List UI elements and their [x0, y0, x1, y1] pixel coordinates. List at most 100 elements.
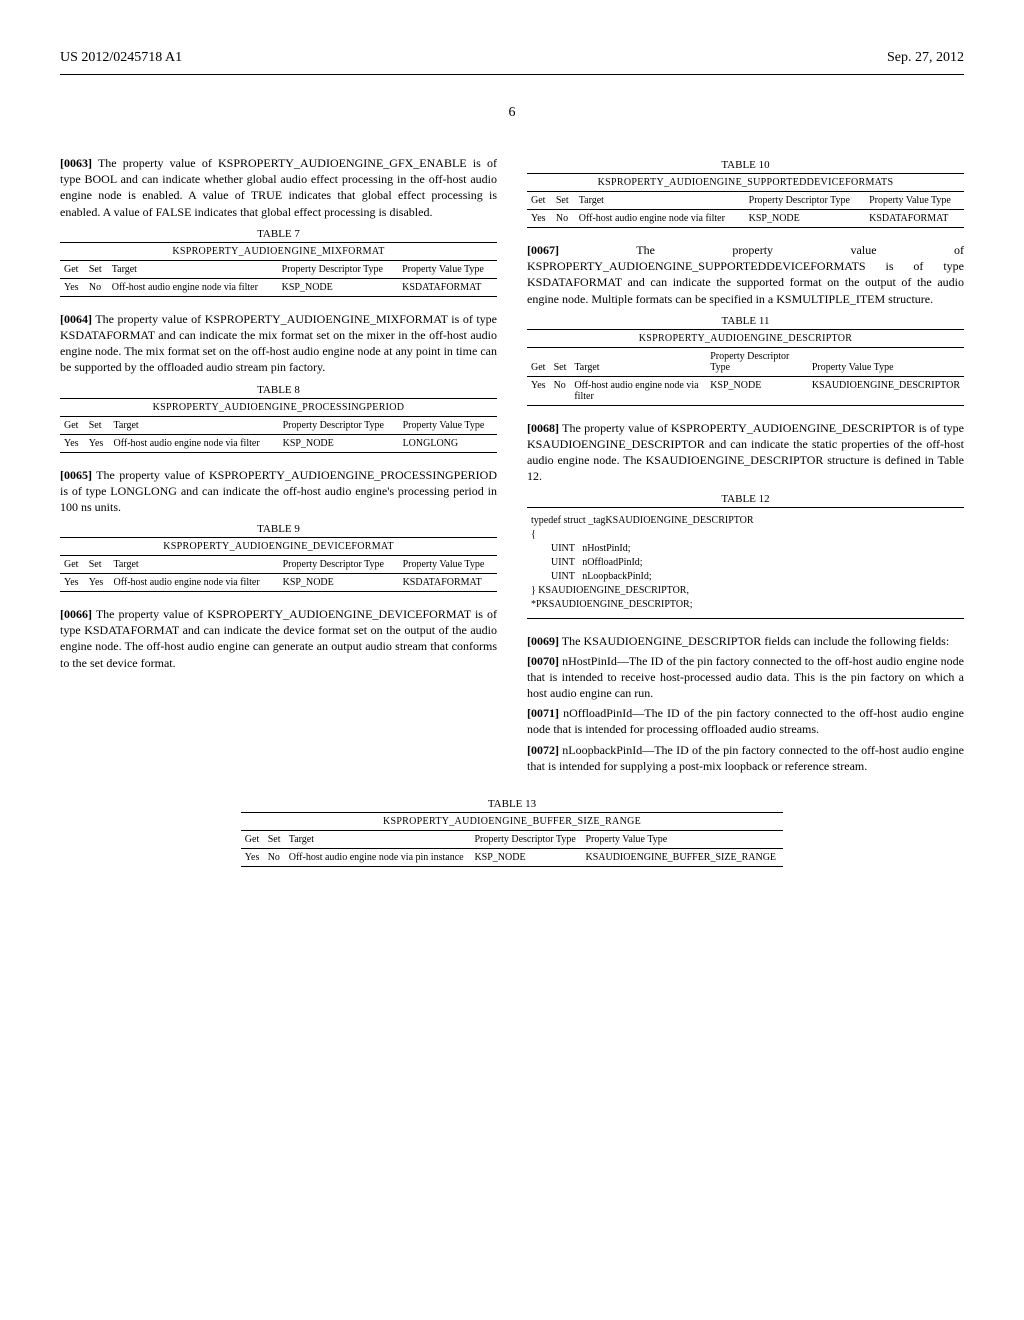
- col-header: Get: [60, 556, 85, 574]
- table-13: TABLE 13 KSPROPERTY_AUDIOENGINE_BUFFER_S…: [241, 798, 783, 867]
- table-title: KSPROPERTY_AUDIOENGINE_DEVICEFORMAT: [60, 537, 497, 556]
- col-header: Target: [575, 192, 745, 210]
- col-header: Property Descriptor Type: [279, 556, 399, 574]
- col-header: Property Value Type: [581, 831, 783, 849]
- col-header: Get: [60, 261, 85, 279]
- cell: Off-host audio engine node via filter: [570, 376, 706, 405]
- para-num: [0071]: [527, 706, 559, 720]
- code-struct: typedef struct _tagKSAUDIOENGINE_DESCRIP…: [527, 507, 964, 619]
- cell: Off-host audio engine node via filter: [575, 210, 745, 228]
- cell: No: [264, 849, 285, 867]
- para-text: The property value of KSPROPERTY_AUDIOEN…: [527, 243, 964, 306]
- col-header: Property Descriptor Type: [745, 192, 865, 210]
- cell: KSP_NODE: [279, 434, 399, 452]
- paragraph-71: [0071] nOffloadPinId—The ID of the pin f…: [527, 705, 964, 737]
- col-header: Property Descriptor Type: [279, 417, 399, 435]
- table-label: TABLE 13: [241, 798, 783, 810]
- data-table: Get Set Target Property Descriptor Type …: [241, 831, 783, 867]
- cell: Off-host audio engine node via pin insta…: [285, 849, 471, 867]
- cell: KSP_NODE: [279, 574, 399, 592]
- cell: Yes: [60, 278, 85, 296]
- table-8: TABLE 8 KSPROPERTY_AUDIOENGINE_PROCESSIN…: [60, 384, 497, 453]
- paragraph-64: [0064] The property value of KSPROPERTY_…: [60, 311, 497, 376]
- col-header: Set: [550, 348, 571, 377]
- table-11: TABLE 11 KSPROPERTY_AUDIOENGINE_DESCRIPT…: [527, 315, 964, 406]
- para-num: [0067]: [527, 243, 559, 257]
- para-num: [0070]: [527, 654, 559, 668]
- table-label: TABLE 9: [60, 523, 497, 535]
- cell: KSDATAFORMAT: [399, 574, 497, 592]
- data-table: Get Set Target Property Descriptor Type …: [527, 192, 964, 228]
- cell: Yes: [85, 574, 110, 592]
- table-label: TABLE 12: [527, 493, 964, 505]
- col-header: Property Value Type: [865, 192, 964, 210]
- col-header: Property Value Type: [399, 417, 497, 435]
- table-row: Yes No Off-host audio engine node via fi…: [527, 210, 964, 228]
- cell: Yes: [60, 434, 85, 452]
- table-row: Yes No Off-host audio engine node via fi…: [527, 376, 964, 405]
- data-table: Get Set Target Property Descriptor Type …: [60, 556, 497, 592]
- cell: LONGLONG: [399, 434, 497, 452]
- col-header: Target: [570, 348, 706, 377]
- table-title: KSPROPERTY_AUDIOENGINE_MIXFORMAT: [60, 242, 497, 261]
- cell: No: [85, 278, 108, 296]
- cell: Yes: [527, 376, 550, 405]
- page-header: US 2012/0245718 A1 Sep. 27, 2012: [60, 50, 964, 75]
- col-header: Set: [552, 192, 575, 210]
- doc-number: US 2012/0245718 A1: [60, 50, 182, 66]
- col-header: Set: [85, 556, 110, 574]
- table-label: TABLE 11: [527, 315, 964, 327]
- cell: Yes: [60, 574, 85, 592]
- table-title: KSPROPERTY_AUDIOENGINE_DESCRIPTOR: [527, 329, 964, 348]
- data-table: Get Set Target Property Descriptor Type …: [60, 417, 497, 453]
- col-header: Get: [60, 417, 85, 435]
- data-table: Get Set Target Property Descriptor Type …: [527, 348, 964, 406]
- bottom-section: TABLE 13 KSPROPERTY_AUDIOENGINE_BUFFER_S…: [60, 798, 964, 867]
- cell: KSAUDIOENGINE_DESCRIPTOR: [808, 376, 964, 405]
- col-header: Target: [108, 261, 278, 279]
- table-9: TABLE 9 KSPROPERTY_AUDIOENGINE_DEVICEFOR…: [60, 523, 497, 592]
- cell: KSAUDIOENGINE_BUFFER_SIZE_RANGE: [581, 849, 783, 867]
- table-7: TABLE 7 KSPROPERTY_AUDIOENGINE_MIXFORMAT…: [60, 228, 497, 297]
- para-num: [0066]: [60, 607, 92, 621]
- paragraph-63: [0063] The property value of KSPROPERTY_…: [60, 155, 497, 220]
- table-row: Yes No Off-host audio engine node via fi…: [60, 278, 497, 296]
- para-num: [0072]: [527, 743, 559, 757]
- left-column: [0063] The property value of KSPROPERTY_…: [60, 151, 497, 778]
- para-num: [0069]: [527, 634, 559, 648]
- col-header: Property Descriptor Type: [706, 348, 808, 377]
- para-num: [0068]: [527, 421, 559, 435]
- col-header: Property Descriptor Type: [278, 261, 398, 279]
- col-header: Target: [110, 417, 279, 435]
- right-column: TABLE 10 KSPROPERTY_AUDIOENGINE_SUPPORTE…: [527, 151, 964, 778]
- cell: KSP_NODE: [278, 278, 398, 296]
- col-header: Set: [85, 261, 108, 279]
- cell: Off-host audio engine node via filter: [108, 278, 278, 296]
- paragraph-68: [0068] The property value of KSPROPERTY_…: [527, 420, 964, 485]
- cell: Off-host audio engine node via filter: [110, 434, 279, 452]
- col-header: Set: [85, 417, 110, 435]
- col-header: Get: [527, 348, 550, 377]
- paragraph-67: [0067] The property value of KSPROPERTY_…: [527, 242, 964, 307]
- paragraph-72: [0072] nLoopbackPinId—The ID of the pin …: [527, 742, 964, 774]
- cell: KSP_NODE: [745, 210, 865, 228]
- paragraph-69: [0069] The KSAUDIOENGINE_DESCRIPTOR fiel…: [527, 633, 964, 649]
- para-text: nHostPinId—The ID of the pin factory con…: [527, 654, 964, 700]
- table-row: Yes Yes Off-host audio engine node via f…: [60, 574, 497, 592]
- cell: No: [550, 376, 571, 405]
- data-table: Get Set Target Property Descriptor Type …: [60, 261, 497, 297]
- table-title: KSPROPERTY_AUDIOENGINE_BUFFER_SIZE_RANGE: [241, 812, 783, 831]
- table-title: KSPROPERTY_AUDIOENGINE_PROCESSINGPERIOD: [60, 398, 497, 417]
- col-header: Target: [110, 556, 279, 574]
- cell: KSP_NODE: [470, 849, 581, 867]
- col-header: Property Value Type: [808, 348, 964, 377]
- table-label: TABLE 7: [60, 228, 497, 240]
- para-text: nLoopbackPinId—The ID of the pin factory…: [527, 743, 964, 773]
- table-row: Yes Yes Off-host audio engine node via f…: [60, 434, 497, 452]
- col-header: Set: [264, 831, 285, 849]
- para-num: [0065]: [60, 468, 92, 482]
- para-num: [0063]: [60, 156, 92, 170]
- para-text: The property value of KSPROPERTY_AUDIOEN…: [60, 156, 497, 219]
- para-text: The property value of KSPROPERTY_AUDIOEN…: [527, 421, 964, 484]
- para-text: The KSAUDIOENGINE_DESCRIPTOR fields can …: [562, 634, 949, 648]
